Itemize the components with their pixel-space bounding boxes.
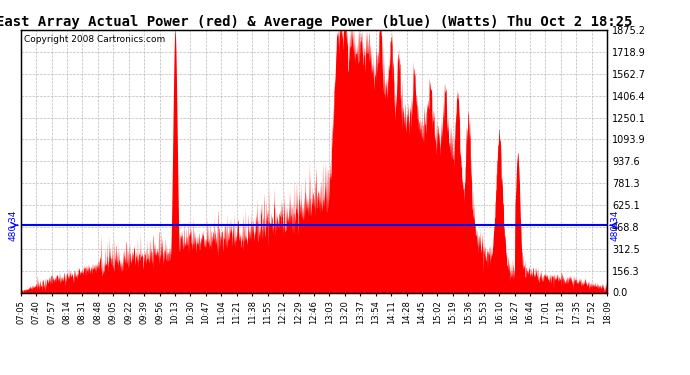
Text: Copyright 2008 Cartronics.com: Copyright 2008 Cartronics.com <box>23 35 165 44</box>
Title: East Array Actual Power (red) & Average Power (blue) (Watts) Thu Oct 2 18:25: East Array Actual Power (red) & Average … <box>0 15 632 29</box>
Text: 480.34: 480.34 <box>610 210 619 241</box>
Text: 480.34: 480.34 <box>9 210 18 241</box>
